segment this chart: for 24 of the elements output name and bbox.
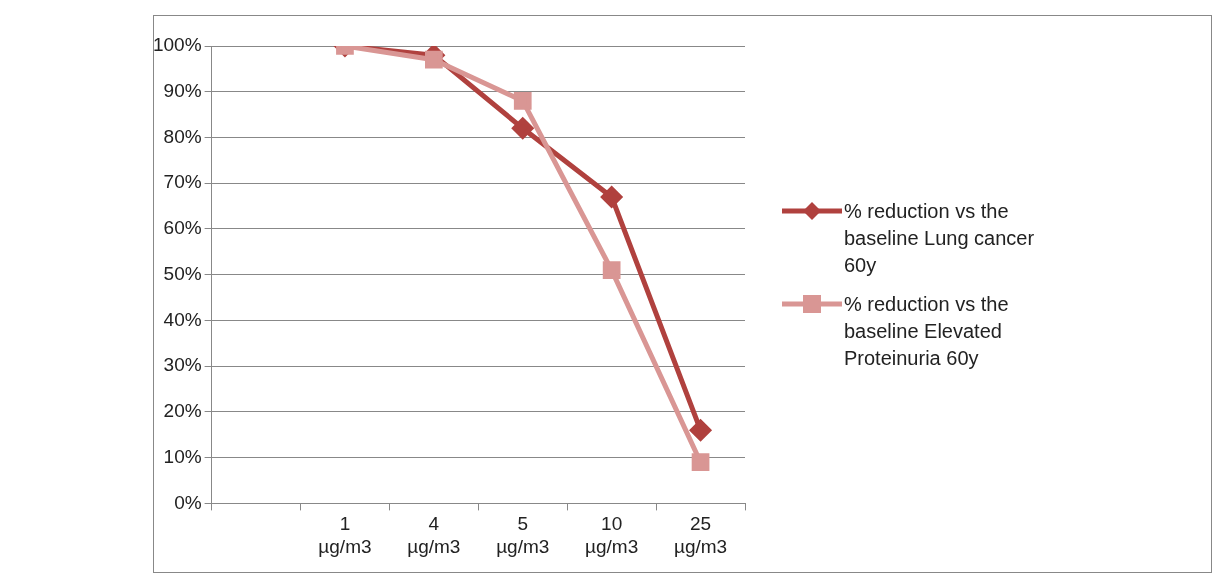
point	[691, 453, 710, 472]
x-tick-label: 25 µg/m3	[673, 513, 728, 557]
y-tick-label: 0%	[174, 491, 202, 513]
x-tick-label: 1 µg/m3	[318, 513, 372, 557]
y-tick-label: 20%	[163, 400, 202, 422]
legend-label: % reduction vs the baseline Lung cancer 60y	[844, 199, 1036, 278]
y-tick-label: 90%	[163, 79, 202, 101]
x-tick-label: 5 µg/m3	[496, 513, 550, 557]
y-tick-label: 40%	[163, 308, 202, 330]
point	[690, 419, 712, 441]
y-tick-label: 80%	[163, 125, 202, 147]
point	[602, 261, 621, 279]
y-tick-label: 100%	[152, 34, 202, 56]
point	[512, 117, 534, 139]
y-tick-label: 60%	[163, 217, 202, 239]
y-tick-label: 50%	[163, 262, 202, 284]
point	[601, 186, 623, 208]
x-tick-label: 4 µg/m3	[407, 513, 461, 557]
point	[513, 92, 532, 110]
y-tick-label: 10%	[163, 445, 202, 467]
x-tick-label: 10 µg/m3	[585, 513, 639, 557]
y-tick-label: 70%	[163, 171, 202, 193]
legend-label: % reduction vs the baseline Elevated Proteinuria 60y	[844, 292, 1010, 371]
y-tick-label: 30%	[163, 354, 202, 376]
